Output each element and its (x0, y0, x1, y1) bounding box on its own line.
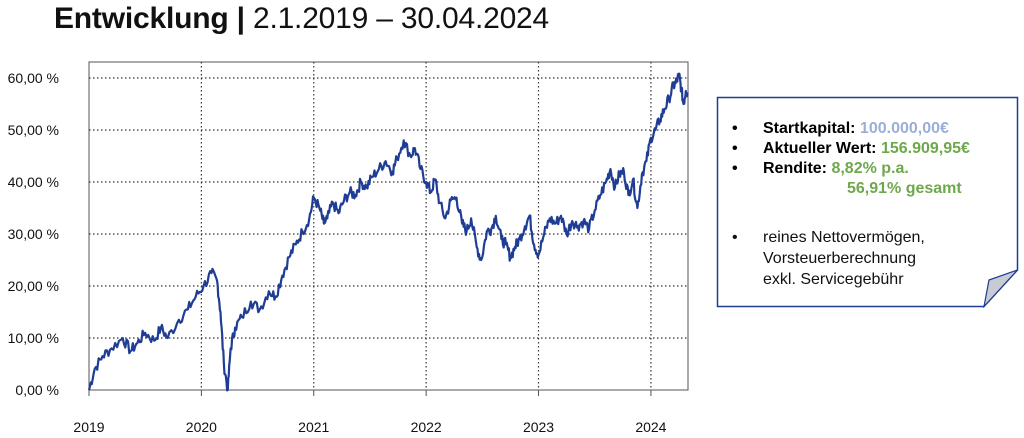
y-tick-label: 60,00 % (8, 70, 59, 86)
plot-frame (88, 61, 689, 391)
page-title: Entwicklung | 2.1.2019 – 30.04.2024 (54, 2, 549, 36)
stat-aktueller-wert: Aktueller Wert: 156.909,95€ (716, 139, 970, 159)
x-tick-label: 2024 (635, 419, 666, 435)
y-tick-label: 0,00 % (15, 382, 59, 398)
info-line: reines Nettovermögen, (716, 227, 925, 248)
y-tick-label: 50,00 % (8, 122, 59, 138)
x-tick-label: 2022 (411, 419, 442, 435)
stat-value: 8,82% p.a. (831, 160, 909, 177)
summary-note: Startkapital: 100.000,00€ Aktueller Wert… (716, 96, 1019, 308)
stats-list: Startkapital: 100.000,00€ Aktueller Wert… (716, 119, 970, 199)
title-date-range: 2.1.2019 – 30.04.2024 (252, 2, 550, 35)
x-tick-label: 2019 (73, 419, 104, 435)
y-tick-label: 30,00 % (8, 226, 59, 242)
performance-line-chart: 0,00 % 10,00 % 20,00 % 30,00 % 40,00 % 50,00 … (8, 61, 689, 435)
series-line (87, 72, 689, 392)
x-tick-label: 2023 (523, 419, 554, 435)
stat-rendite: Rendite: 8,82% p.a. (716, 159, 970, 179)
stat-label: Rendite: (763, 160, 827, 177)
stat-label: Aktueller Wert: (763, 140, 877, 157)
stat-startkapital: Startkapital: 100.000,00€ (716, 119, 970, 139)
x-tick-label: 2021 (298, 419, 329, 435)
x-tick-label: 2020 (186, 419, 217, 435)
info-line: exkl. Servicegebühr (763, 271, 904, 288)
info-list: reines Nettovermögen, Vorsteuerberechnun… (716, 227, 925, 290)
stat-rendite-total: 56,91% gesamt (716, 179, 970, 199)
stat-value: 100.000,00€ (859, 120, 949, 137)
info-line: Vorsteuerberechnung (763, 250, 916, 267)
title-label: Entwicklung | (54, 2, 245, 35)
y-tick-label: 20,00 % (8, 278, 59, 294)
stat-value: 156.909,95€ (880, 140, 970, 157)
y-tick-label: 40,00 % (8, 174, 59, 190)
stat-label: Startkapital: (763, 120, 856, 137)
stat-value: 56,91% gesamt (847, 180, 962, 197)
y-tick-label: 10,00 % (8, 330, 59, 346)
